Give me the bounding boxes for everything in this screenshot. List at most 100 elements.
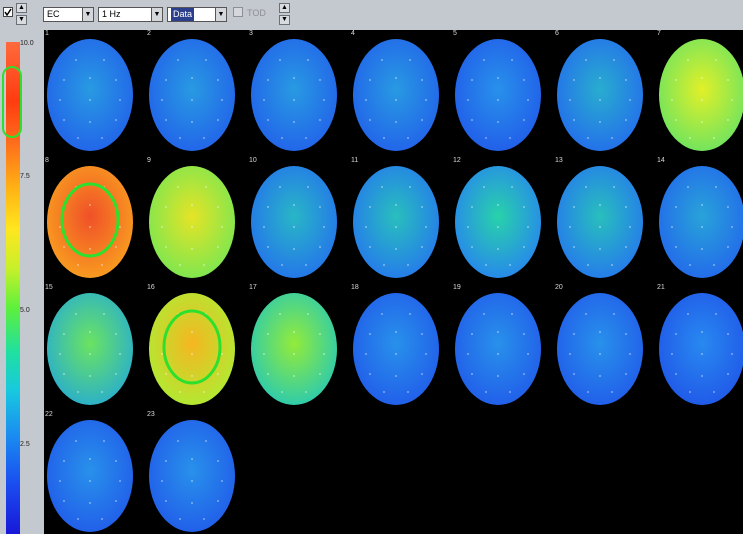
electrode-dot: [323, 226, 325, 228]
head-map[interactable]: 4: [350, 30, 441, 151]
head-map[interactable]: 20: [554, 284, 645, 405]
electrode-dot: [497, 226, 499, 228]
head-map[interactable]: 21: [656, 284, 743, 405]
head-map-number: 1: [45, 30, 49, 37]
electrode-dot: [319, 246, 321, 248]
head-map[interactable]: 8: [44, 157, 135, 278]
head-map[interactable]: 13: [554, 157, 645, 278]
electrode-dot: [727, 79, 729, 81]
electrode-dot: [115, 119, 117, 121]
electrode-dot: [89, 77, 91, 79]
head-outline: [659, 166, 743, 278]
head-map[interactable]: 6: [554, 30, 645, 151]
electrode-dot: [279, 59, 281, 61]
electrode-dot: [701, 331, 703, 333]
electrode-dot: [599, 353, 601, 355]
spin-down-icon[interactable]: ▼: [279, 15, 290, 25]
head-topography: [455, 39, 541, 151]
head-map[interactable]: 7: [656, 30, 743, 151]
electrode-dot: [611, 264, 613, 266]
chevron-down-icon[interactable]: ▼: [215, 8, 226, 21]
frequency-select[interactable]: 1 Hz ▼: [98, 7, 163, 22]
head-map[interactable]: 3: [248, 30, 339, 151]
electrode-dot: [573, 206, 575, 208]
electrode-dot: [89, 99, 91, 101]
head-map[interactable]: 18: [350, 284, 441, 405]
head-outline: [47, 420, 133, 532]
head-topography: [557, 166, 643, 278]
tod-checkbox[interactable]: [233, 7, 243, 17]
head-topography: [659, 166, 743, 278]
electrode-dot: [101, 518, 103, 520]
spin-up-icon[interactable]: ▲: [16, 3, 27, 13]
electrode-dot: [89, 458, 91, 460]
head-map-number: 22: [45, 411, 53, 418]
head-map[interactable]: 15: [44, 284, 135, 405]
electrode-dot: [293, 331, 295, 333]
head-topography: [149, 293, 235, 405]
chevron-down-icon[interactable]: ▼: [82, 8, 93, 21]
electrode-dot: [671, 226, 673, 228]
head-map[interactable]: 5: [452, 30, 543, 151]
head-topography: [455, 166, 541, 278]
toolbar-spinner-1[interactable]: ▲ ▼: [16, 3, 27, 25]
electrode-dot: [625, 119, 627, 121]
head-map[interactable]: 14: [656, 157, 743, 278]
electrode-dot: [77, 391, 79, 393]
electrode-dot: [263, 226, 265, 228]
head-map-number: 17: [249, 284, 257, 291]
mode-select[interactable]: Data ▼: [167, 7, 227, 22]
head-map[interactable]: 17: [248, 284, 339, 405]
electrode-dot: [523, 79, 525, 81]
electrode-dot: [497, 204, 499, 206]
head-map[interactable]: 2: [146, 30, 237, 151]
chevron-down-icon[interactable]: ▼: [151, 8, 162, 21]
electrode-dot: [573, 79, 575, 81]
head-map[interactable]: 16: [146, 284, 237, 405]
electrode-dot: [689, 391, 691, 393]
electrode-dot: [101, 391, 103, 393]
electrode-dot: [421, 119, 423, 121]
head-map[interactable]: 12: [452, 157, 543, 278]
topographic-map-grid: 1 2 3 4 5 6 7 8 9 10 11 12 13 14 15 16 17 18 19 20 21 22 23: [44, 30, 743, 534]
electrode-dot: [383, 264, 385, 266]
toolbar-spinner-2[interactable]: ▲ ▼: [279, 3, 290, 25]
head-map[interactable]: 10: [248, 157, 339, 278]
electrode-dot: [713, 264, 715, 266]
spin-down-icon[interactable]: ▼: [16, 15, 27, 25]
spin-up-icon[interactable]: ▲: [279, 3, 290, 13]
head-map[interactable]: 23: [146, 411, 237, 532]
electrode-dot: [221, 99, 223, 101]
electrode-dot: [599, 226, 601, 228]
head-map[interactable]: 11: [350, 157, 441, 278]
electrode-dot: [497, 353, 499, 355]
head-map-number: 11: [351, 157, 359, 164]
electrode-dot: [587, 264, 589, 266]
electrode-dot: [319, 373, 321, 375]
head-map[interactable]: 1: [44, 30, 135, 151]
electrode-dot: [675, 206, 677, 208]
electrode-dot: [687, 59, 689, 61]
electrode-dot: [671, 353, 673, 355]
electrode-dot: [191, 480, 193, 482]
head-map[interactable]: 9: [146, 157, 237, 278]
toolbar-checkbox[interactable]: [3, 7, 13, 17]
electrode-dot: [103, 313, 105, 315]
head-map[interactable]: 22: [44, 411, 135, 532]
electrode-dot: [407, 391, 409, 393]
electrode-dot: [89, 226, 91, 228]
electrode-dot: [267, 246, 269, 248]
electrode-dot: [471, 206, 473, 208]
condition-select[interactable]: EC ▼: [43, 7, 94, 22]
head-map[interactable]: 19: [452, 284, 543, 405]
electrode-dot: [611, 391, 613, 393]
electrode-dot: [613, 59, 615, 61]
toolbar: ▲ ▼ EC ▼ 1 Hz ▼ Data ▼ TOD ▲ ▼: [0, 0, 743, 30]
electrode-dot: [305, 137, 307, 139]
electrode-dot: [217, 500, 219, 502]
electrode-dot: [293, 248, 295, 250]
electrode-dot: [305, 391, 307, 393]
electrode-dot: [497, 77, 499, 79]
electrode-dot: [421, 206, 423, 208]
